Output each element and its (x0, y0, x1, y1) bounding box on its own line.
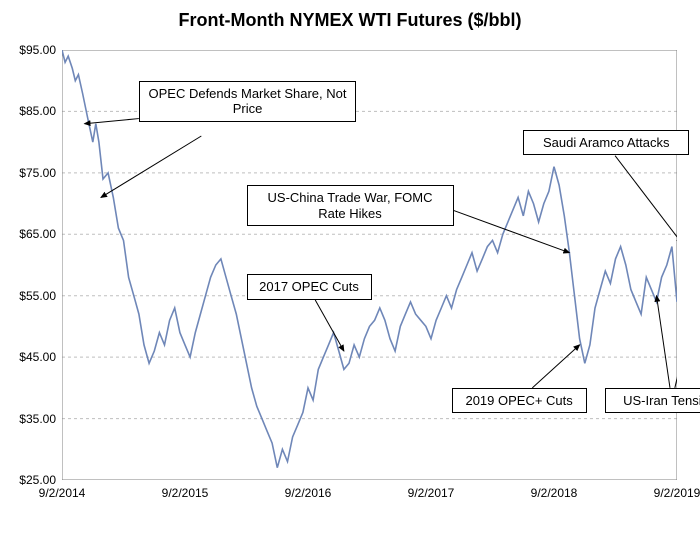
x-tick-label: 9/2/2015 (162, 486, 209, 500)
ann-opec-share-arrow (85, 119, 139, 124)
y-tick-label: $55.00 (2, 289, 56, 303)
y-tick-label: $85.00 (2, 104, 56, 118)
y-tick-label: $25.00 (2, 473, 56, 487)
ann-us-iran-arrow (657, 296, 670, 388)
y-tick-label: $75.00 (2, 166, 56, 180)
x-tick-label: 9/2/2017 (408, 486, 455, 500)
ann-aramco-arrow (615, 156, 677, 244)
x-tick-label: 9/2/2014 (39, 486, 86, 500)
ann-trade-war: US-China Trade War, FOMCRate Hikes (247, 185, 454, 226)
ann-opec-share-arrow (101, 136, 201, 197)
ann-2019-cuts-arrow (532, 345, 579, 388)
x-tick-label: 9/2/2016 (285, 486, 332, 500)
y-tick-label: $35.00 (2, 412, 56, 426)
x-tick-label: 9/2/2019 (654, 486, 700, 500)
ann-aramco: Saudi Aramco Attacks (523, 130, 689, 156)
y-tick-label: $65.00 (2, 227, 56, 241)
chart-container: { "chart": { "type": "line", "title": "F… (0, 0, 700, 535)
chart-title: Front-Month NYMEX WTI Futures ($/bbl) (0, 10, 700, 31)
ann-us-iran: US-Iran Tensions (605, 388, 700, 414)
x-tick-label: 9/2/2018 (531, 486, 578, 500)
y-tick-label: $95.00 (2, 43, 56, 57)
y-tick-label: $45.00 (2, 350, 56, 364)
ann-2019-cuts: 2019 OPEC+ Cuts (452, 388, 587, 414)
ann-2017-cuts: 2017 OPEC Cuts (247, 274, 372, 300)
ann-opec-share: OPEC Defends Market Share, NotPrice (139, 81, 356, 122)
